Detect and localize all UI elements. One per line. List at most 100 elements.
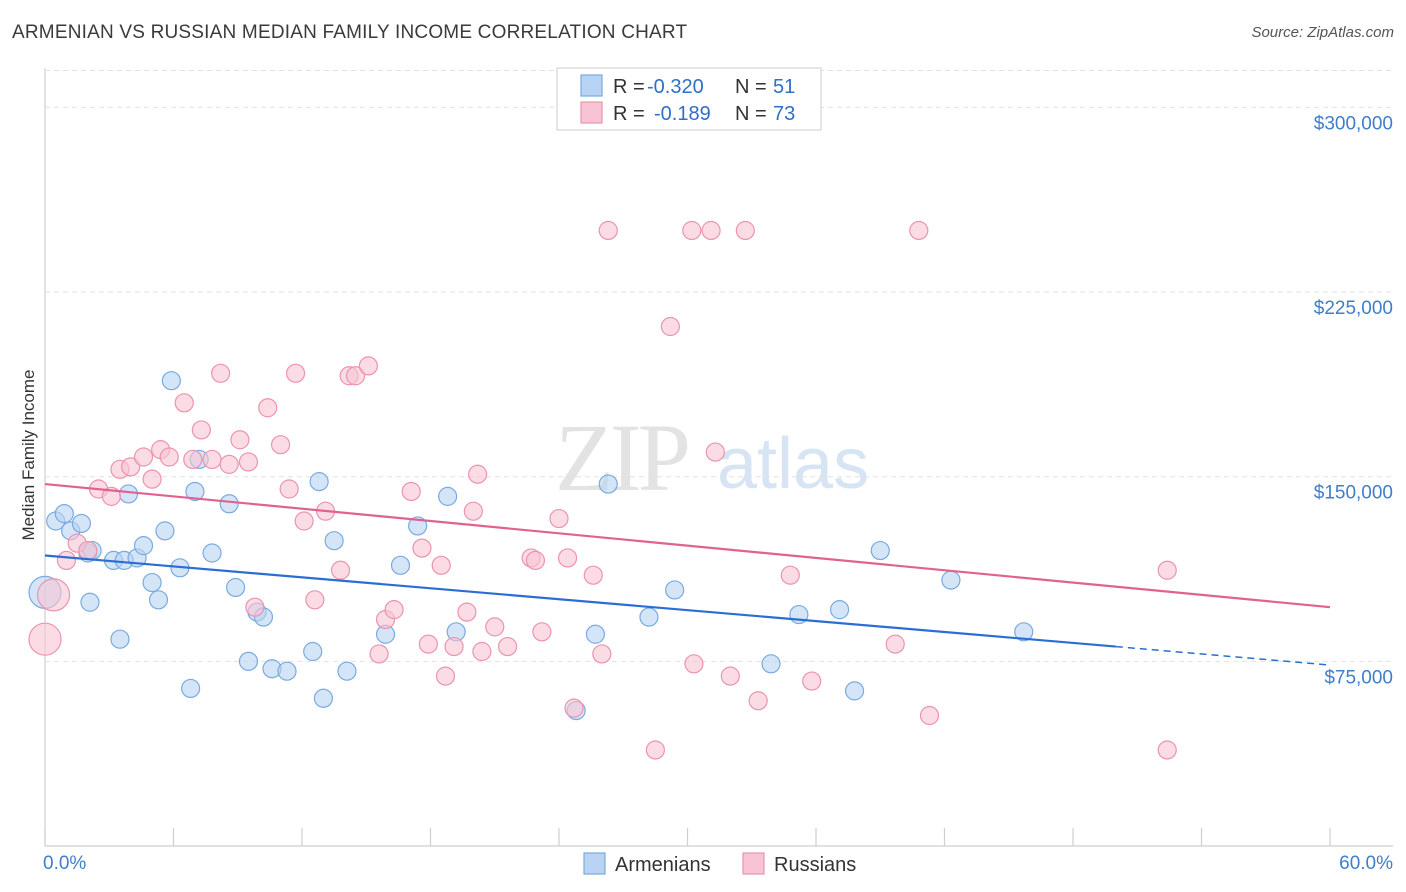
y-tick-labels: $75,000 $150,000 $225,000 $300,000 [1314, 113, 1393, 688]
armenian-point [277, 661, 297, 681]
armenian-point [870, 540, 890, 561]
armenian-point [324, 531, 344, 551]
russian-point [36, 578, 71, 612]
bottom-legend-swatch-armenians [583, 852, 606, 875]
armenian-point [71, 513, 92, 534]
armenian-point [639, 607, 659, 627]
russian-point [270, 435, 291, 455]
legend-r-label-armenians: R = [613, 76, 645, 98]
legend-n-label-armenians: N = [735, 76, 767, 98]
russian-point [592, 644, 612, 664]
russian-point [564, 698, 584, 718]
armenian-point [133, 536, 154, 556]
trendline-russians [44, 482, 1331, 609]
russian-point [525, 550, 546, 571]
armenian-point [181, 678, 201, 699]
russian-point [498, 636, 518, 657]
armenian-point [844, 681, 865, 701]
legend-n-value-russians: 73 [773, 103, 795, 125]
russian-point [330, 560, 351, 580]
armenian-point [390, 555, 411, 575]
legend-r-label-russians: R = [613, 103, 645, 125]
legend-swatch-russians [580, 101, 603, 124]
armenian-point [155, 521, 175, 541]
russian-point [444, 636, 464, 657]
armenian-point [313, 688, 334, 708]
russian-point [219, 454, 239, 474]
armenian-point [118, 484, 139, 504]
chart-source: Source: ZipAtlas.com [1251, 24, 1394, 41]
russian-point [598, 220, 618, 241]
russian-point [720, 666, 740, 686]
armenian-point [226, 577, 246, 598]
russian-point [142, 469, 162, 489]
armenian-point [238, 651, 259, 671]
russian-point [431, 555, 451, 575]
armenian-point [202, 543, 222, 563]
armenian-point [161, 371, 181, 391]
chart-title: ARMENIAN VS RUSSIAN MEDIAN FAMILY INCOME… [12, 22, 688, 43]
russian-point [780, 565, 800, 585]
russian-point [532, 622, 552, 642]
armenian-point [80, 592, 100, 612]
bottom-legend-swatch-russians [742, 852, 765, 875]
y-tick-label: $150,000 [1314, 483, 1393, 504]
russian-point [549, 508, 569, 529]
x-tick-marks [44, 828, 1331, 846]
russian-point [230, 430, 250, 450]
legend-swatch-armenians [580, 74, 603, 97]
russian-point [202, 449, 222, 470]
russian-point [279, 479, 299, 499]
armenian-point [54, 504, 74, 524]
trendlines [44, 482, 1331, 666]
russian-point [78, 540, 98, 561]
russian-point [919, 705, 940, 726]
legend-r-value-russians: -0.189 [654, 103, 711, 125]
russian-point [472, 641, 492, 662]
russian-point [56, 550, 77, 571]
russian-point [345, 366, 366, 386]
y-axis-label: Median Family Income [19, 369, 38, 540]
armenian-point [337, 661, 357, 681]
russian-point [1157, 740, 1177, 760]
russian-point [909, 220, 929, 241]
russian-point [294, 511, 314, 531]
russian-point [412, 538, 432, 558]
russian-point [183, 449, 203, 470]
armenian-point [219, 494, 239, 514]
armenian-point [185, 481, 205, 502]
russian-point [285, 363, 306, 383]
russian-point [174, 393, 194, 413]
armenian-point [408, 516, 428, 536]
russian-point [133, 447, 154, 467]
russian-point [1157, 560, 1177, 580]
armenian-point [142, 572, 162, 593]
armenian-point [665, 580, 685, 600]
armenian-point [941, 570, 961, 590]
russian-point [121, 457, 141, 477]
bottom-legend-label-armenians: Armenians [615, 854, 711, 876]
russian-point [28, 622, 62, 656]
russian-point [748, 691, 768, 711]
y-tick-label: $225,000 [1314, 298, 1393, 319]
legend-r-value-armenians: -0.320 [647, 76, 704, 98]
russian-point [258, 398, 278, 418]
x-tick-label-min: 0.0% [43, 853, 86, 874]
russian-point [245, 597, 265, 617]
russian-point [384, 600, 404, 620]
russian-point [660, 316, 680, 337]
watermark: ZIP atlas [555, 404, 869, 511]
armenian-point [303, 641, 323, 662]
armenian-point [829, 600, 850, 620]
russian-point [305, 590, 325, 610]
russian-point [457, 602, 477, 622]
russian-point [211, 363, 231, 383]
russian-point [735, 220, 755, 241]
russian-point [645, 740, 665, 760]
armenian-point [438, 486, 458, 506]
russian-point [885, 634, 905, 654]
armenian-point [148, 590, 169, 610]
legend-n-label-russians: N = [735, 103, 767, 125]
russian-point [682, 220, 702, 241]
